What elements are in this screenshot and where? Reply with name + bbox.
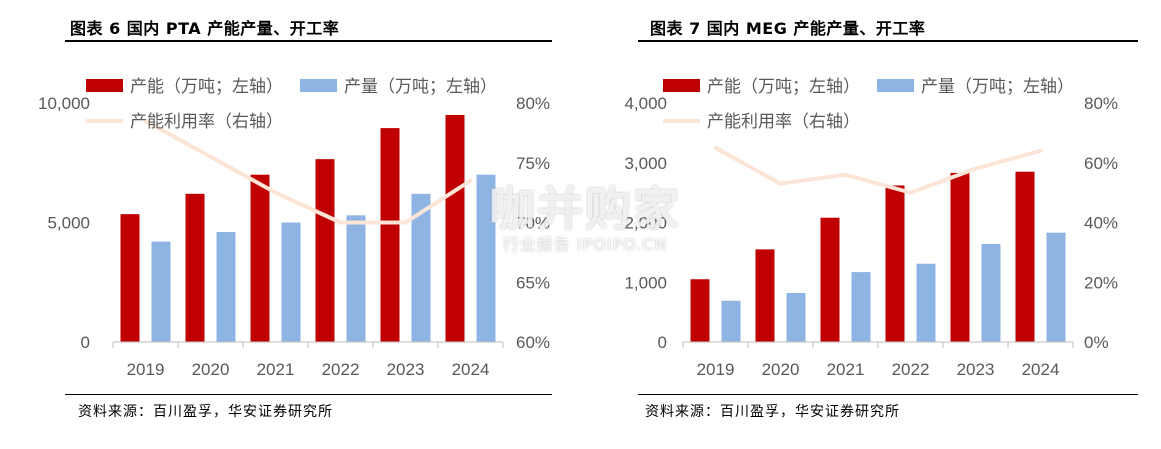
chart-title: 图表 6 国内 PTA 产能产量、开工率 [70, 19, 340, 38]
x-axis-tick-label: 2021 [827, 360, 865, 379]
x-axis-tick-label: 2023 [957, 360, 995, 379]
left-axis-tick-label: 1,000 [624, 273, 667, 292]
left-axis-tick-label: 0 [658, 333, 667, 352]
utilization-point [973, 166, 978, 171]
x-axis-tick-label: 2024 [452, 360, 490, 379]
legend-output-label: 产量（万吨；左轴） [344, 77, 497, 97]
right-axis-tick-label: 65% [516, 273, 550, 292]
right-axis-tick-label: 0% [1084, 333, 1109, 352]
right-axis-tick-label: 60% [516, 333, 550, 352]
utilization-point [273, 190, 278, 195]
output-bar [281, 222, 301, 342]
meg-chart: 0 1,000 2,000 3,000 4,000 0% 20% 40% 60% 80% 2019 2… [624, 77, 1118, 379]
title-divider [65, 40, 552, 42]
x-axis-tick-label: 2021 [257, 360, 295, 379]
left-axis-tick-label: 0 [81, 333, 90, 352]
utilization-point [208, 154, 213, 159]
output-bar [786, 293, 806, 342]
left-axis-tick-label: 3,000 [624, 154, 667, 173]
capacity-bar [885, 185, 905, 342]
output-bar [216, 232, 236, 342]
capacity-bar [1015, 171, 1035, 342]
utilization-point [1038, 148, 1043, 153]
capacity-bar [250, 174, 270, 342]
output-bar [851, 272, 871, 342]
chart-source: 资料来源：百川盈孚，华安证券研究所 [645, 404, 900, 420]
legend-output-swatch [300, 79, 337, 92]
legend-capacity-swatch [86, 79, 123, 92]
output-bar [916, 263, 936, 342]
left-axis-tick-label: 10,000 [38, 94, 90, 113]
left-axis-tick-label: 4,000 [624, 94, 667, 113]
utilization-point [338, 220, 343, 225]
meg-chart-panel: 图表 7 国内 MEG 产能产量、开工率 0 1,000 2,000 3,000 4,0… [580, 0, 1161, 449]
output-bar [721, 300, 741, 342]
x-axis-tick-label: 2023 [387, 360, 425, 379]
legend-output-label: 产量（万吨；左轴） [921, 77, 1074, 97]
right-axis-tick-label: 60% [1084, 154, 1118, 173]
x-axis-tick-label: 2022 [892, 360, 930, 379]
legend-capacity-swatch [663, 79, 700, 92]
output-bar [1046, 232, 1066, 342]
legend-utilization-label: 产能利用率（右轴） [707, 112, 860, 132]
right-axis-tick-label: 80% [1084, 94, 1118, 113]
source-divider [65, 394, 552, 395]
capacity-bar [315, 159, 335, 342]
capacity-bar [755, 249, 775, 342]
utilization-point [143, 118, 148, 123]
x-axis-tick-label: 2019 [127, 360, 165, 379]
chart-source: 资料来源：百川盈孚，华安证券研究所 [78, 404, 333, 420]
x-axis-tick-label: 2019 [697, 360, 735, 379]
capacity-bar [820, 217, 840, 342]
utilization-line [144, 119, 472, 225]
chart-title: 图表 7 国内 MEG 产能产量、开工率 [650, 19, 926, 38]
utilization-line [714, 146, 1042, 195]
capacity-bar [120, 214, 140, 342]
right-axis-tick-label: 40% [1084, 214, 1118, 233]
capacity-bar [445, 114, 465, 342]
x-axis-tick-label: 2024 [1022, 360, 1060, 379]
utilization-point [908, 190, 913, 195]
utilization-point [778, 181, 783, 186]
left-axis-tick-label: 2,000 [624, 214, 667, 233]
right-axis-tick-label: 70% [516, 214, 550, 233]
x-axis-tick-label: 2020 [762, 360, 800, 379]
legend-capacity-label: 产能（万吨；左轴） [130, 77, 283, 97]
output-bar [981, 244, 1001, 342]
capacity-bar [950, 172, 970, 342]
right-axis-tick-label: 80% [516, 94, 550, 113]
pta-chart: 0 5,000 10,000 60% 65% 70% 75% 80% 2019 2020 2021 2… [38, 77, 550, 379]
capacity-bar [690, 279, 710, 342]
right-axis-tick-label: 20% [1084, 273, 1118, 292]
output-bar [346, 215, 366, 342]
utilization-point [713, 145, 718, 150]
capacity-bar [185, 193, 205, 342]
left-axis-tick-label: 5,000 [47, 214, 90, 233]
utilization-point [843, 172, 848, 177]
output-bar [411, 193, 431, 342]
legend-output-swatch [877, 79, 914, 92]
output-bar [151, 241, 171, 342]
x-axis-tick-label: 2022 [322, 360, 360, 379]
x-axis-tick-label: 2020 [192, 360, 230, 379]
title-divider [638, 40, 1138, 42]
output-bar [476, 174, 496, 342]
right-axis-tick-label: 75% [516, 154, 550, 173]
utilization-point [403, 220, 408, 225]
capacity-bar [380, 128, 400, 342]
legend-utilization-label: 产能利用率（右轴） [130, 112, 283, 132]
pta-chart-panel: 图表 6 国内 PTA 产能产量、开工率 0 5,000 10,000 60% 65% 7… [0, 0, 580, 449]
source-divider [638, 394, 1138, 395]
legend-capacity-label: 产能（万吨；左轴） [707, 77, 860, 97]
utilization-point [468, 178, 473, 183]
